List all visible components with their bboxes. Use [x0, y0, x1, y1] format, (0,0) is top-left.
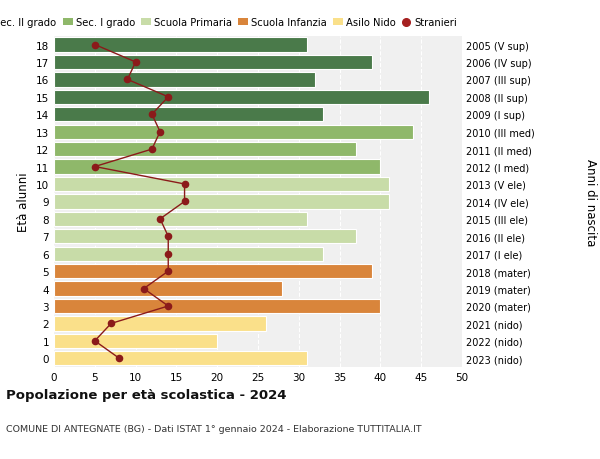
Point — [115, 355, 124, 362]
Point — [155, 129, 165, 136]
Bar — [54, 73, 315, 87]
Bar — [54, 334, 217, 348]
Point — [180, 198, 190, 206]
Bar — [54, 178, 389, 192]
Bar — [54, 230, 356, 244]
Point — [90, 42, 100, 49]
Point — [163, 268, 173, 275]
Bar — [54, 38, 307, 52]
Bar — [54, 56, 372, 70]
Point — [163, 233, 173, 241]
Point — [163, 302, 173, 310]
Point — [147, 112, 157, 119]
Point — [139, 285, 149, 292]
Point — [147, 146, 157, 153]
Text: Anni di nascita: Anni di nascita — [584, 158, 597, 246]
Bar — [54, 125, 413, 140]
Point — [163, 251, 173, 258]
Bar — [54, 352, 307, 366]
Bar — [54, 282, 283, 296]
Bar — [54, 264, 372, 279]
Bar — [54, 143, 356, 157]
Bar — [54, 90, 430, 105]
Point — [155, 216, 165, 223]
Legend: Sec. II grado, Sec. I grado, Scuola Primaria, Scuola Infanzia, Asilo Nido, Stran: Sec. II grado, Sec. I grado, Scuola Prim… — [0, 18, 457, 28]
Point — [90, 337, 100, 345]
Point — [122, 77, 132, 84]
Point — [180, 181, 190, 188]
Y-axis label: Età alunni: Età alunni — [17, 172, 31, 232]
Bar — [54, 247, 323, 261]
Bar — [54, 108, 323, 122]
Text: COMUNE DI ANTEGNATE (BG) - Dati ISTAT 1° gennaio 2024 - Elaborazione TUTTITALIA.: COMUNE DI ANTEGNATE (BG) - Dati ISTAT 1°… — [6, 425, 422, 434]
Point — [163, 94, 173, 101]
Bar — [54, 299, 380, 313]
Bar — [54, 212, 307, 226]
Bar — [54, 195, 389, 209]
Bar — [54, 160, 380, 174]
Point — [106, 320, 116, 327]
Bar — [54, 317, 266, 331]
Point — [90, 163, 100, 171]
Point — [131, 59, 140, 67]
Text: Popolazione per età scolastica - 2024: Popolazione per età scolastica - 2024 — [6, 388, 287, 401]
